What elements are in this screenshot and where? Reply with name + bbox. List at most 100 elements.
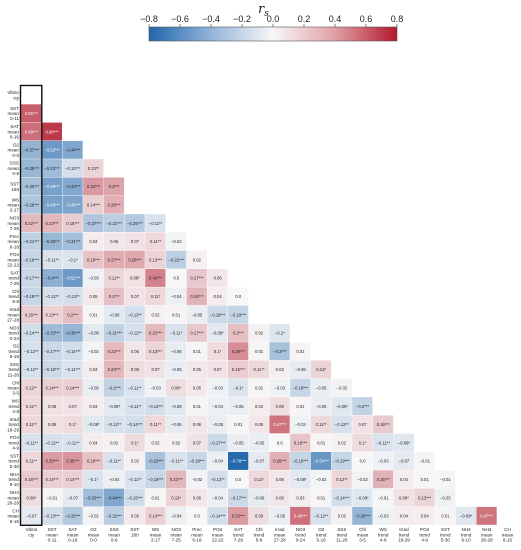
row-label: SSS trend 11-26	[8, 362, 20, 377]
heatmap-cell	[62, 415, 83, 434]
heatmap-cell	[186, 506, 207, 525]
heatmap-cell	[21, 323, 42, 342]
heatmap-cell	[145, 397, 166, 415]
cell-value-label: 0.09	[131, 367, 140, 372]
cell-value-label: −0.12**	[24, 367, 38, 372]
heatmap-cell	[62, 140, 83, 159]
heatmap-cell	[165, 342, 187, 361]
cell-value-label: 0.08*	[399, 495, 409, 500]
cell-value-label: −0.21***	[106, 331, 122, 336]
heatmap-cell	[83, 415, 104, 434]
heatmap-cell	[165, 488, 187, 507]
cell-value-label: −0.16***	[210, 312, 226, 317]
cell-value-label: −0.14***	[148, 404, 164, 409]
heatmap-cell	[310, 378, 332, 397]
cell-value-label: 0.02	[151, 312, 160, 317]
heatmap-cell	[62, 342, 83, 361]
heatmap-cell	[41, 452, 62, 470]
cell-value-label: 0.04	[421, 514, 430, 519]
heatmap-cell	[269, 488, 290, 507]
heatmap-cell	[186, 433, 207, 452]
cell-value-label: −0.37***	[24, 148, 40, 153]
heatmap-cell	[186, 342, 207, 361]
cell-value-label: −0.07	[254, 459, 265, 464]
heatmap-cell	[103, 250, 125, 269]
heatmap-cell	[21, 214, 42, 232]
heatmap-cell	[21, 195, 42, 214]
heatmap-cell	[310, 360, 332, 379]
heatmap-cell	[103, 470, 125, 489]
column-label: NH4 mean 28-28	[481, 527, 493, 542]
row-label: CH mean 6-15	[8, 508, 20, 523]
cell-value-label: 0.01	[441, 514, 450, 519]
cell-value-label: −0.13**	[211, 477, 225, 482]
cell-value-label: −0.06	[171, 349, 182, 354]
cell-value-label: −0.22***	[106, 221, 122, 226]
heatmap-cell	[228, 415, 249, 434]
column-label: Irrad trend 18-29	[398, 527, 410, 542]
heatmap-cell	[290, 433, 311, 452]
cell-value-label: 0.08*	[130, 276, 140, 281]
heatmap-cell	[124, 287, 145, 306]
heatmap-cell	[21, 415, 42, 434]
cell-value-label: 0.17***	[190, 276, 203, 281]
heatmap-cell	[310, 470, 332, 489]
cell-value-label: 0.12**	[108, 276, 120, 281]
heatmap-cell	[145, 360, 166, 379]
heatmap-cell	[207, 342, 228, 361]
heatmap-cell	[165, 397, 187, 415]
heatmap-cell	[331, 397, 352, 415]
cell-value-label: 0.02	[255, 331, 264, 336]
heatmap-cell	[290, 360, 311, 379]
heatmap-cell	[41, 305, 62, 324]
heatmap-cell	[269, 378, 290, 397]
heatmap-cell	[435, 470, 456, 489]
cell-value-label: −0.05	[192, 312, 203, 317]
cell-value-label: −0.11**	[376, 440, 390, 445]
heatmap-cell	[352, 415, 373, 434]
cell-value-label: −0.07	[399, 459, 410, 464]
cell-value-label: −0.11**	[169, 459, 183, 464]
cell-value-label: −0.14***	[210, 514, 226, 519]
cell-value-label: −0.04	[109, 477, 120, 482]
heatmap-cell	[372, 506, 394, 525]
heatmap-cell	[83, 232, 104, 251]
heatmap-cell	[228, 506, 249, 525]
cell-value-label: −0.11**	[45, 257, 59, 262]
row-label: O2 trend 5-18	[9, 344, 20, 359]
cell-value-label: −0.19***	[293, 459, 309, 464]
column-label: PO4 mean 22-22	[212, 527, 224, 542]
heatmap-cell	[331, 470, 352, 489]
heatmap-cell	[21, 488, 42, 507]
heatmap-cell	[186, 287, 207, 306]
cell-value-label: −0.02	[357, 477, 368, 482]
heatmap-cell	[83, 305, 104, 324]
heatmap-cell	[103, 305, 125, 324]
heatmap-cell	[62, 378, 83, 397]
cell-value-label: −0.48***	[44, 184, 60, 189]
heatmap-cell	[165, 378, 187, 397]
cell-value-label: 0.06	[214, 276, 223, 281]
cell-value-label: −0.09*	[336, 404, 349, 409]
cell-value-label: 0.2***	[233, 331, 244, 336]
cell-value-label: −0.25***	[127, 221, 143, 226]
heatmap-cell	[83, 378, 104, 397]
heatmap-cell	[21, 470, 42, 489]
cell-value-label: −0.12**	[45, 294, 59, 299]
cell-value-label: −0.04	[212, 459, 223, 464]
cell-value-label: 0.01	[151, 495, 160, 500]
cell-value-label: −0.03	[440, 495, 451, 500]
heatmap-cell	[145, 342, 166, 361]
heatmap-cell	[145, 305, 166, 324]
cell-value-label: −0.43***	[65, 184, 81, 189]
column-label: O2 trend 5-18	[316, 527, 327, 542]
cell-value-label: −0.33***	[44, 166, 60, 171]
cell-value-label: −0.12**	[128, 331, 142, 336]
cell-value-label: 0.24***	[190, 294, 203, 299]
cell-value-label: 0.07	[193, 440, 202, 445]
cell-value-label: 0.16***	[377, 422, 390, 427]
heatmap-cell	[21, 506, 42, 525]
colorbar-tick-label: −0.4	[202, 14, 220, 24]
heatmap-cell	[269, 397, 290, 415]
heatmap-cell	[290, 488, 311, 507]
